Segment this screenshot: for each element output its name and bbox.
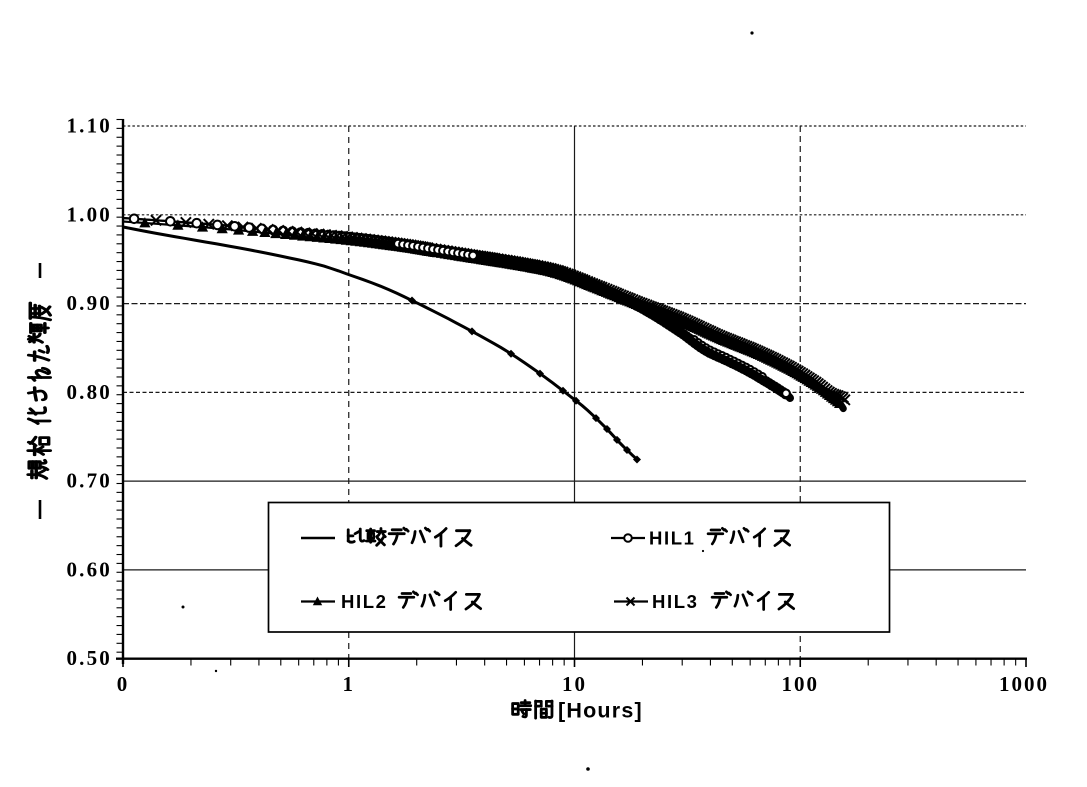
svg-text:1000: 1000 [999, 672, 1049, 696]
svg-text:0.60: 0.60 [66, 557, 112, 581]
svg-text:1.00: 1.00 [66, 202, 112, 226]
svg-text:0.80: 0.80 [66, 380, 112, 404]
svg-text:100: 100 [781, 672, 819, 696]
svg-text:HIL2: HIL2 [341, 591, 388, 612]
svg-text:0.50: 0.50 [66, 646, 112, 670]
svg-text:0.90: 0.90 [66, 291, 112, 315]
svg-text:HIL3: HIL3 [652, 591, 699, 612]
svg-text:1.10: 1.10 [66, 114, 112, 138]
svg-text:0: 0 [117, 672, 130, 696]
svg-text:10: 10 [562, 672, 587, 696]
svg-text:[Hours]: [Hours] [558, 699, 643, 723]
svg-text:0.70: 0.70 [66, 469, 112, 493]
svg-text:1: 1 [343, 672, 356, 696]
svg-text:HIL1: HIL1 [649, 528, 696, 549]
